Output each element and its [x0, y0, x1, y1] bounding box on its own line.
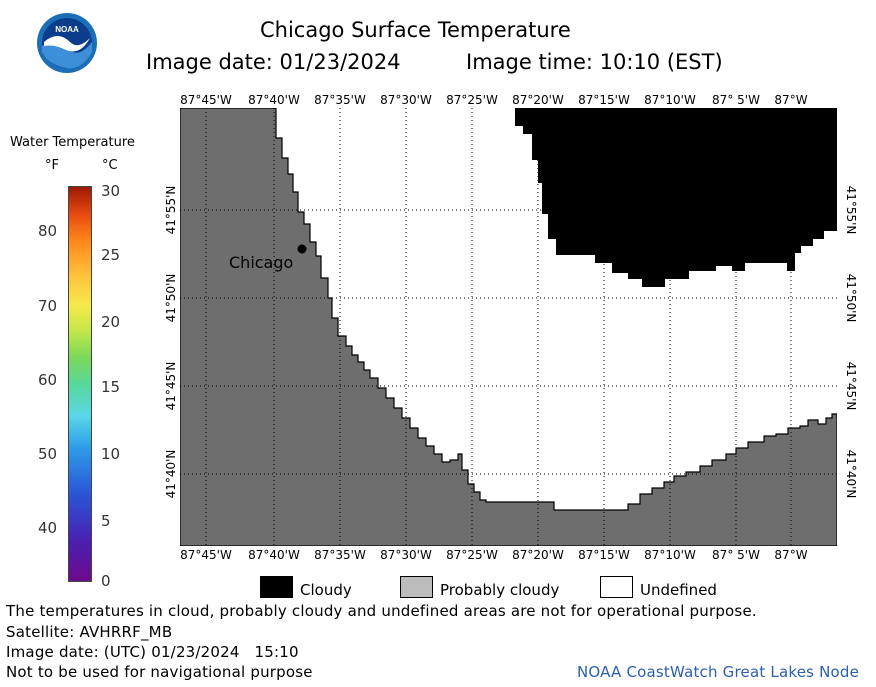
fahrenheit-tick: 70 — [38, 297, 58, 315]
longitude-label: 87°10'W — [644, 548, 696, 562]
noaa-logo: NOAA — [36, 12, 98, 74]
longitude-label: 87°20'W — [512, 93, 564, 107]
latitude-label: 41°40'N — [164, 449, 178, 499]
satellite-text: Satellite: AVHRRF_MB — [6, 623, 173, 641]
longitude-label: 87°35'W — [314, 548, 366, 562]
key-swatch-undefined — [600, 576, 633, 598]
fahrenheit-tick: 80 — [38, 222, 58, 240]
noaa-logo-icon: NOAA — [37, 13, 97, 73]
longitude-label: 87°30'W — [380, 93, 432, 107]
utc-date-text: Image date: (UTC) 01/23/2024 15:10 — [6, 643, 299, 661]
celsius-tick: 0 — [101, 572, 111, 590]
latitude-label: 41°55'N — [164, 185, 178, 235]
longitude-label: 87°35'W — [314, 93, 366, 107]
fahrenheit-tick: 50 — [38, 445, 58, 463]
celsius-tick: 25 — [101, 246, 121, 264]
fahrenheit-tick: 40 — [38, 519, 58, 537]
key-swatch-cloudy — [260, 576, 293, 598]
noaa-logo-text: NOAA — [55, 25, 79, 34]
key-label-cloudy: Cloudy — [300, 581, 352, 599]
latitude-label: 41°50'N — [844, 273, 858, 323]
longitude-label: 87°15'W — [578, 548, 630, 562]
cloudy-region — [515, 108, 837, 287]
longitude-label: 87° 5'W — [712, 93, 760, 107]
chicago-marker — [297, 244, 307, 254]
longitude-label: 87°15'W — [578, 93, 630, 107]
longitude-label: 87°W — [774, 93, 808, 107]
celsius-tick: 10 — [101, 445, 121, 463]
key-label-undefined: Undefined — [640, 581, 717, 599]
chicago-label: Chicago — [229, 253, 294, 272]
disclaimer-text: The temperatures in cloud, probably clou… — [6, 602, 757, 620]
longitude-label: 87°45'W — [180, 93, 232, 107]
celsius-tick: 5 — [101, 512, 111, 530]
latitude-label: 41°45'N — [844, 361, 858, 411]
credit-text: NOAA CoastWatch Great Lakes Node — [577, 663, 860, 681]
fahrenheit-tick: 60 — [38, 371, 58, 389]
key-label-probably-cloudy: Probably cloudy — [440, 581, 560, 599]
legend-unit-c: °C — [102, 158, 118, 173]
celsius-tick: 15 — [101, 378, 121, 396]
latitude-label: 41°50'N — [164, 273, 178, 323]
legend-unit-f: °F — [45, 158, 59, 173]
graticule — [180, 108, 837, 546]
latitude-label: 41°40'N — [844, 449, 858, 499]
celsius-tick: 20 — [101, 313, 121, 331]
legend-title: Water Temperature — [10, 135, 135, 150]
longitude-label: 87°40'W — [248, 93, 300, 107]
surface-temperature-map — [179, 107, 838, 547]
page-title: Chicago Surface Temperature — [260, 18, 571, 42]
key-swatch-probably-cloudy — [400, 576, 433, 598]
celsius-tick: 30 — [101, 182, 121, 200]
latitude-label: 41°45'N — [164, 361, 178, 411]
longitude-label: 87° 5'W — [712, 548, 760, 562]
longitude-label: 87°25'W — [446, 548, 498, 562]
longitude-label: 87°30'W — [380, 548, 432, 562]
image-time: Image time: 10:10 (EST) — [466, 50, 723, 74]
longitude-label: 87°20'W — [512, 548, 564, 562]
latitude-label: 41°55'N — [844, 185, 858, 235]
navigation-warning: Not to be used for navigational purpose — [6, 663, 313, 681]
longitude-label: 87°25'W — [446, 93, 498, 107]
map-frame — [179, 107, 838, 547]
land-region — [179, 107, 838, 547]
longitude-label: 87°45'W — [180, 548, 232, 562]
longitude-label: 87°40'W — [248, 548, 300, 562]
color-scale-bar — [68, 186, 92, 582]
longitude-label: 87°W — [774, 548, 808, 562]
longitude-label: 87°10'W — [644, 93, 696, 107]
image-date: Image date: 01/23/2024 — [146, 50, 401, 74]
